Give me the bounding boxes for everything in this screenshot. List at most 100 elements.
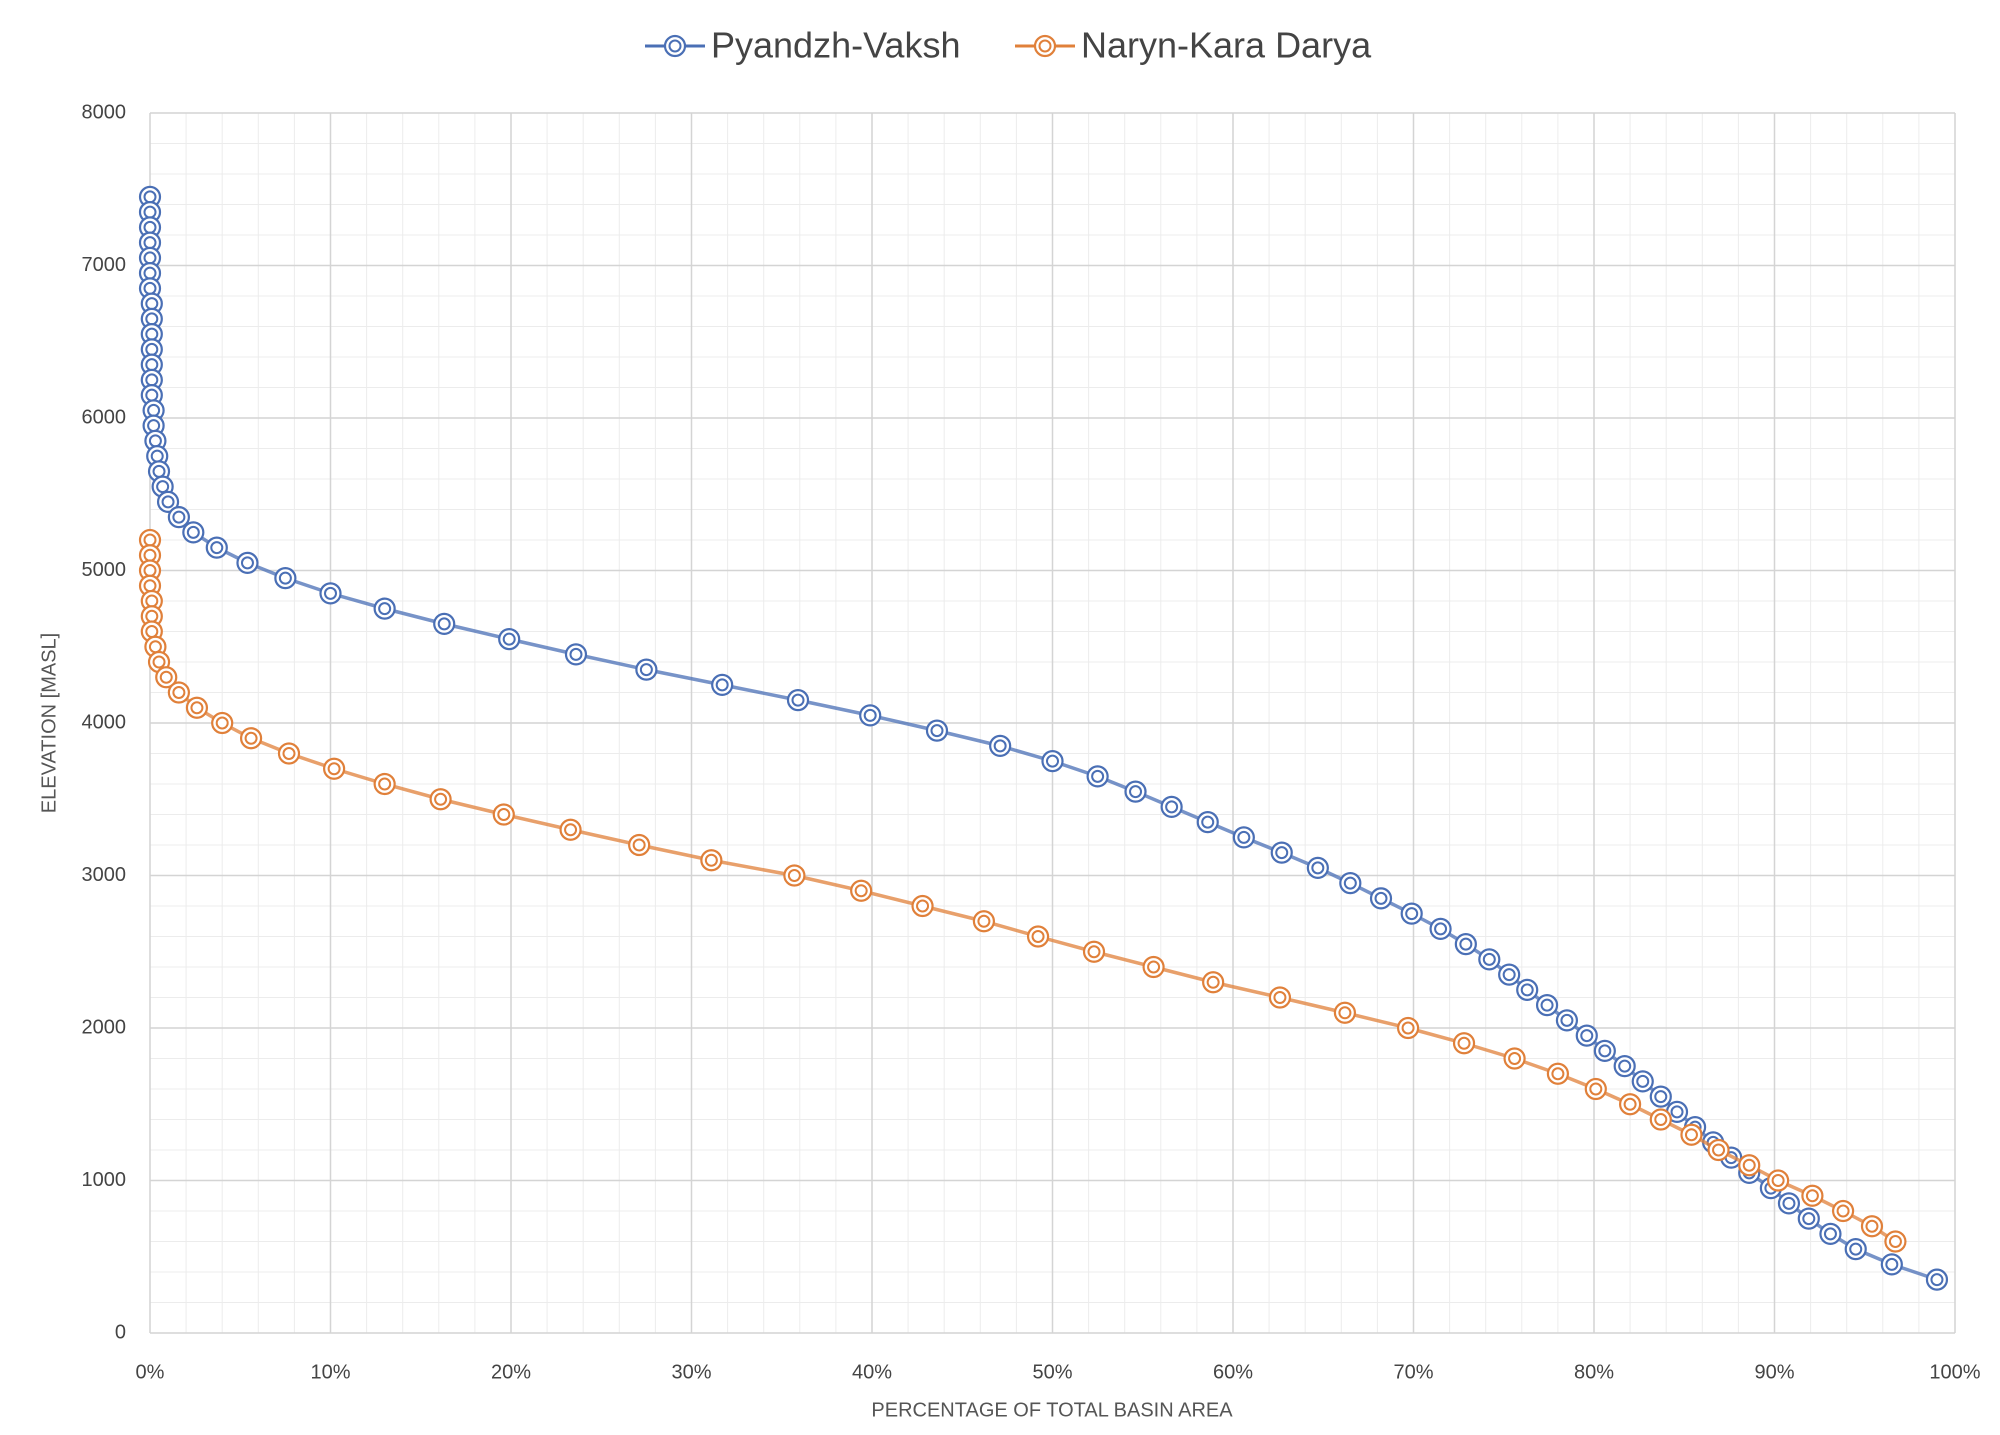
marker [1831,1199,1855,1223]
marker [1086,765,1109,788]
marker [498,628,521,651]
marker-inner [1520,983,1534,997]
marker-inner [1560,1013,1574,1027]
marker-inner [639,663,653,677]
marker [185,696,209,719]
marker-inner [1343,876,1357,890]
marker-inner [854,884,868,898]
marker [989,734,1012,757]
marker-inner [1275,846,1289,860]
marker-inner [1712,1143,1726,1157]
marker [564,643,588,666]
marker [1202,971,1225,994]
marker-inner [1338,1006,1352,1020]
marker-inner [210,541,224,555]
marker [167,681,190,704]
marker-inner [1654,1090,1668,1104]
marker-inner [327,762,341,776]
marker [1649,1085,1672,1108]
marker [1339,872,1362,895]
marker [1631,1070,1654,1093]
x-tick-label: 50% [1032,1361,1072,1383]
marker-inner [172,510,186,524]
marker-inner [152,655,166,669]
marker [429,788,452,811]
marker-inner [156,480,170,494]
marker-inner [1311,861,1325,875]
marker [492,803,515,826]
marker-inner [502,632,516,646]
marker-inner [1888,1235,1902,1248]
marker [1860,1215,1884,1238]
marker-inner [1823,1227,1837,1241]
y-tick-label: 4000 [82,711,127,733]
marker-inner [1742,1158,1756,1172]
marker [850,879,873,902]
y-tick-label: 0 [115,1321,126,1343]
marker [1333,1001,1357,1024]
marker [786,689,810,712]
marker-inner [1782,1196,1796,1210]
marker [1575,1024,1598,1047]
x-tick-label: 20% [491,1361,531,1383]
marker-inner [1580,1029,1594,1043]
legend-marker [663,34,687,58]
marker-inner [1273,991,1287,1004]
marker [911,894,934,918]
marker [1767,1169,1790,1192]
marker-inner [215,716,229,730]
x-tick-label: 70% [1393,1361,1433,1383]
marker [1884,1230,1907,1253]
marker [1369,887,1393,910]
marker-inner [324,586,337,600]
marker-inner [1147,960,1161,974]
marker-inner [1589,1082,1603,1096]
x-tick-label: 30% [671,1361,711,1383]
marker-inner [244,731,258,745]
marker-inner [497,808,511,821]
marker [1268,986,1292,1009]
series-line [148,540,1897,1243]
marker [1680,1123,1703,1146]
marker [1880,1253,1903,1276]
marker [628,833,651,857]
x-tick-label: 0% [136,1361,165,1383]
marker-inner [1930,1273,1944,1287]
marker [167,506,190,529]
marker-inner [1771,1174,1785,1187]
marker [1429,917,1452,940]
marker [236,551,259,574]
marker [972,910,996,933]
marker-inner [916,899,930,913]
y-tick-label: 1000 [82,1169,127,1191]
legend-marker-inner [668,39,682,53]
marker [433,612,456,635]
marker [156,490,180,513]
marker [1584,1077,1607,1101]
marker-inner [278,571,292,585]
marker-inner [787,869,801,882]
marker [925,719,949,742]
marker [1142,955,1165,979]
marker [373,597,396,620]
marker [1801,1184,1824,1207]
marker-inner [1129,785,1143,799]
x-tick-label: 100% [1929,1361,1980,1383]
marker [559,818,582,841]
marker-inner [1508,1052,1522,1065]
marker-inner [1551,1067,1565,1081]
marker-inner [632,838,646,852]
marker [1452,1032,1476,1055]
marker [323,757,346,780]
marker [373,772,396,796]
marker-inner [1031,930,1045,943]
marker-inner [1165,800,1179,814]
y-tick-label: 3000 [82,864,127,886]
marker [1306,856,1329,879]
marker [239,727,263,750]
marker-inner [282,747,296,760]
x-tick-label: 60% [1213,1361,1253,1383]
marker-inner [1457,1036,1471,1050]
y-tick-label: 6000 [82,406,127,428]
marker [711,673,734,696]
